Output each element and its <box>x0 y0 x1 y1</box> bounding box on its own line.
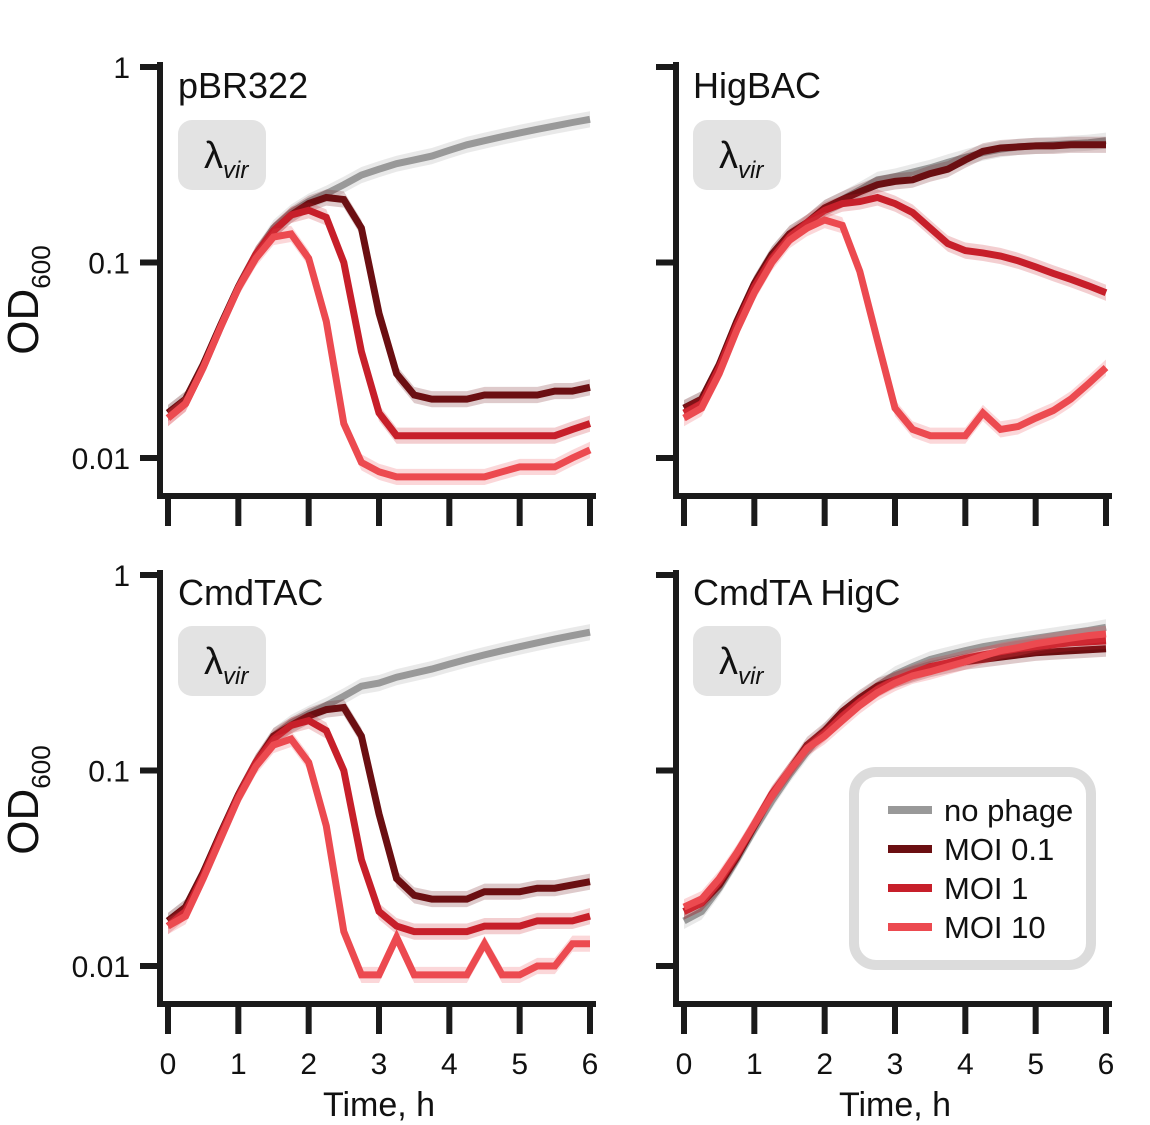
x-tick-label: 4 <box>957 1048 974 1081</box>
legend-box <box>849 767 1096 970</box>
y-axis-label: OD600 <box>0 245 56 354</box>
line-moi-10 <box>165 230 592 481</box>
legend-entry: MOI 10 <box>888 910 1046 945</box>
x-tick-label: 0 <box>160 1048 177 1081</box>
x-tick-label: 5 <box>511 1048 528 1081</box>
x-axis-label: Time, h <box>839 1086 951 1124</box>
x-tick-label: 1 <box>746 1048 763 1081</box>
legend: no phage MOI 0.1 MOI 1 MOI 10 <box>849 767 1096 970</box>
x-tick-label: 2 <box>816 1048 833 1081</box>
phage-badge: λvir <box>693 120 781 190</box>
band-moi-10 <box>168 225 590 486</box>
y-tick-label: 0.1 <box>88 248 130 281</box>
phage-badge: λvir <box>693 626 781 696</box>
line-moi-10 <box>682 630 1107 911</box>
band-moi-1 <box>168 712 590 940</box>
y-tick-label: 0.01 <box>72 443 130 476</box>
x-tick-label: 4 <box>441 1048 458 1081</box>
x-tick-label: 6 <box>582 1048 599 1081</box>
badge-label: λvir <box>719 135 764 184</box>
panel-title: CmdTAC <box>178 572 323 613</box>
x-tick-label: 3 <box>371 1048 388 1081</box>
badge-label: λvir <box>204 641 249 690</box>
y-tick-label: 0.1 <box>88 756 130 789</box>
panel-1: 1 0.1 0.01 OD600 pBR322 λvir <box>0 52 596 526</box>
phage-badge: λvir <box>178 120 266 190</box>
badge-background <box>178 626 266 696</box>
x-tick-label: 5 <box>1027 1048 1044 1081</box>
legend-label: MOI 0.1 <box>944 832 1054 867</box>
panel-2: HigBAC λvir <box>656 62 1112 526</box>
badge-background <box>178 120 266 190</box>
badge-background <box>693 626 781 696</box>
legend-label: MOI 1 <box>944 871 1028 906</box>
line-moi-10 <box>682 216 1109 440</box>
panel-4: 0 1 2 3 4 5 6 Time, h CmdTA HigC λvir <box>656 570 1115 1124</box>
y-tick-label: 1 <box>113 52 130 85</box>
legend-label: no phage <box>944 793 1073 828</box>
phage-badge: λvir <box>178 626 266 696</box>
legend-entries: no phage MOI 0.1 MOI 1 MOI 10 <box>888 793 1073 945</box>
badge-label: λvir <box>204 135 249 184</box>
badge-background <box>693 120 781 190</box>
x-tick-label: 2 <box>300 1048 317 1081</box>
x-tick-label: 1 <box>230 1048 247 1081</box>
panel-title: CmdTA HigC <box>693 572 900 613</box>
panels: 1 0.1 0.01 OD600 pBR322 λvir HigBAC λvir 1 0.1 0.0… <box>0 52 1114 1124</box>
x-tick-label: 6 <box>1098 1048 1115 1081</box>
panel-title: HigBAC <box>693 65 821 106</box>
x-tick-label: 0 <box>676 1048 693 1081</box>
legend-entry: no phage <box>888 793 1073 828</box>
x-tick-label: 3 <box>887 1048 904 1081</box>
y-tick-label: 1 <box>113 560 130 593</box>
band-moi-10 <box>168 730 590 983</box>
badge-label: λvir <box>719 641 764 690</box>
legend-label: MOI 10 <box>944 910 1046 945</box>
panel-3: 1 0.1 0.01 0 1 2 3 4 5 6 Time, h OD600 CmdTAC λvir <box>0 560 598 1124</box>
y-axis-label: OD600 <box>0 745 56 854</box>
y-tick-label: 0.01 <box>72 951 130 984</box>
panel-title: pBR322 <box>178 65 308 106</box>
legend-entry: MOI 1 <box>888 871 1028 906</box>
legend-entry: MOI 0.1 <box>888 832 1054 867</box>
line-moi-10 <box>166 734 590 979</box>
x-axis-label: Time, h <box>323 1086 435 1124</box>
